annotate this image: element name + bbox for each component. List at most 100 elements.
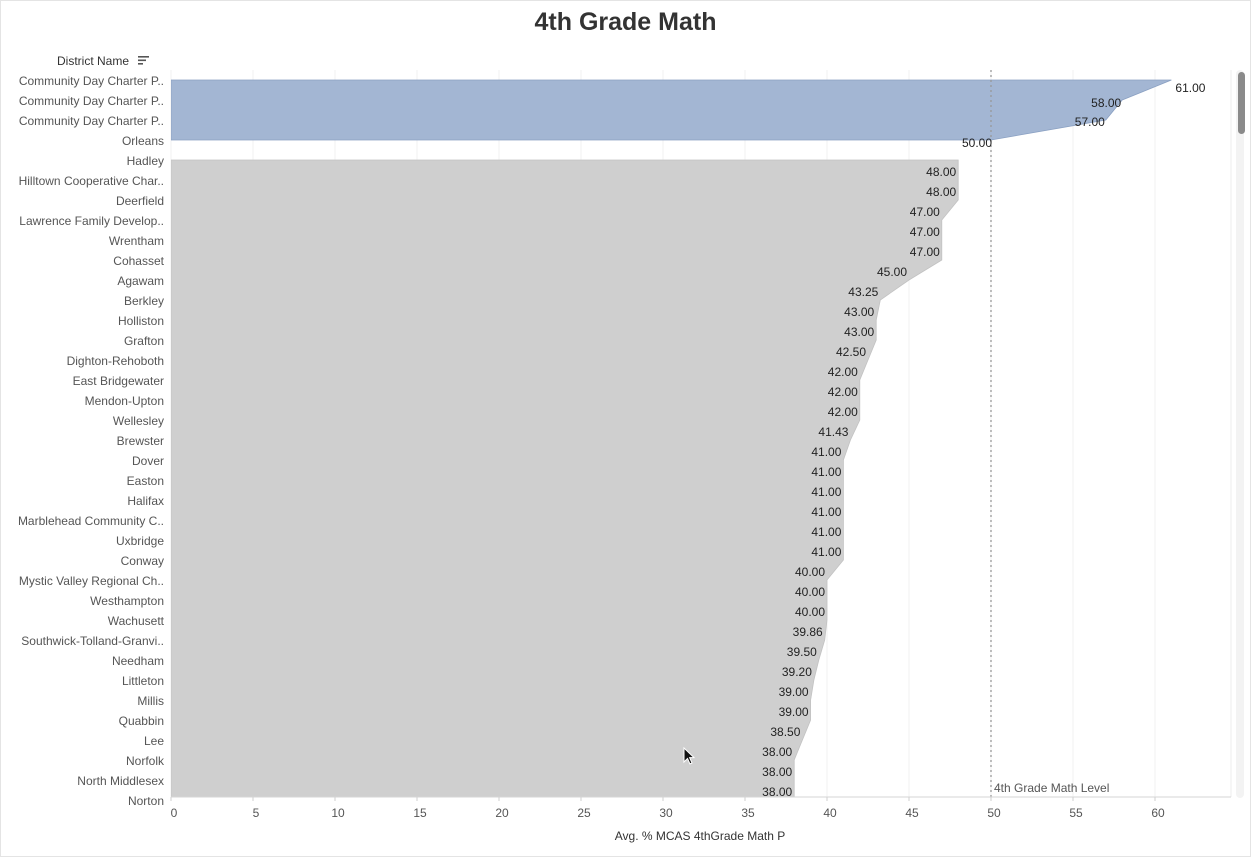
x-tick-label: 55 xyxy=(1069,806,1083,820)
x-tick-label: 40 xyxy=(823,806,837,820)
data-label: 40.00 xyxy=(795,565,825,579)
row-label: Uxbridge xyxy=(116,534,164,548)
data-label: 39.86 xyxy=(793,625,823,639)
row-label: Berkley xyxy=(124,294,164,308)
data-label: 50.00 xyxy=(962,136,992,150)
row-label: Millis xyxy=(137,694,164,708)
data-label: 40.00 xyxy=(795,585,825,599)
vertical-scrollbar[interactable] xyxy=(1236,70,1244,798)
row-label: Littleton xyxy=(122,674,164,688)
row-label: Needham xyxy=(112,654,164,668)
row-label: Agawam xyxy=(117,274,164,288)
chart-title: 4th Grade Math xyxy=(534,8,717,36)
row-label: Dover xyxy=(132,454,164,468)
x-tick-label: 15 xyxy=(413,806,427,820)
data-label: 41.00 xyxy=(811,445,841,459)
row-label: Mystic Valley Regional Ch.. xyxy=(19,574,164,588)
row-label: Wrentham xyxy=(109,234,164,248)
row-label: Holliston xyxy=(118,314,164,328)
row-label: Norfolk xyxy=(126,754,165,768)
data-label: 41.00 xyxy=(811,465,841,479)
data-label: 41.43 xyxy=(818,425,848,439)
sort-descending-icon[interactable] xyxy=(138,56,150,66)
data-label: 39.00 xyxy=(779,705,809,719)
data-label: 39.20 xyxy=(782,665,812,679)
row-label: Community Day Charter P.. xyxy=(19,94,164,108)
data-label: 39.50 xyxy=(787,645,817,659)
x-tick-label: 60 xyxy=(1151,806,1165,820)
row-label: Southwick-Tolland-Granvi.. xyxy=(21,634,164,648)
data-label: 58.00 xyxy=(1091,96,1121,110)
row-label: Wachusett xyxy=(108,614,165,628)
x-tick-label: 20 xyxy=(495,806,509,820)
data-label: 39.00 xyxy=(779,685,809,699)
row-label: East Bridgewater xyxy=(73,374,164,388)
row-label: Lawrence Family Develop.. xyxy=(19,214,164,228)
row-label: Community Day Charter P.. xyxy=(19,74,164,88)
row-label: Deerfield xyxy=(116,194,164,208)
data-label: 48.00 xyxy=(926,165,956,179)
row-labels: Community Day Charter P.. Community Day C… xyxy=(18,74,165,808)
data-label: 47.00 xyxy=(910,225,940,239)
row-label: Community Day Charter P.. xyxy=(19,114,164,128)
x-axis-title: Avg. % MCAS 4thGrade Math P xyxy=(614,829,786,843)
row-label: Halifax xyxy=(127,494,164,508)
data-label: 48.00 xyxy=(926,185,956,199)
data-label: 41.00 xyxy=(811,505,841,519)
row-label: Brewster xyxy=(117,434,164,448)
data-label: 42.00 xyxy=(828,365,858,379)
x-tick-label: 30 xyxy=(659,806,673,820)
data-label: 42.00 xyxy=(828,405,858,419)
data-label: 61.00 xyxy=(1175,81,1205,95)
data-label: 43.25 xyxy=(848,285,878,299)
row-label: Conway xyxy=(121,554,164,568)
x-tick-label: 25 xyxy=(577,806,591,820)
x-tick-label: 50 xyxy=(987,806,1001,820)
mouse-pointer-icon xyxy=(683,747,696,765)
row-label: Cohasset xyxy=(113,254,164,268)
x-tick-label: 35 xyxy=(741,806,755,820)
data-label: 47.00 xyxy=(910,245,940,259)
data-label: 45.00 xyxy=(877,265,907,279)
row-label: Hadley xyxy=(127,154,164,168)
row-label: Hilltown Cooperative Char.. xyxy=(19,174,164,188)
row-label: Grafton xyxy=(124,334,164,348)
row-label: Easton xyxy=(127,474,164,488)
row-label: Norton xyxy=(128,794,164,808)
row-label: Quabbin xyxy=(119,714,164,728)
data-label: 40.00 xyxy=(795,605,825,619)
data-label: 38.00 xyxy=(762,745,792,759)
row-label: Lee xyxy=(144,734,164,748)
data-label: 41.00 xyxy=(811,545,841,559)
highlight-area xyxy=(171,79,1172,141)
data-label: 38.00 xyxy=(762,765,792,779)
row-label: Wellesley xyxy=(113,414,164,428)
x-tick-label: 45 xyxy=(905,806,919,820)
scrollbar-thumb[interactable] xyxy=(1238,72,1245,134)
data-label: 47.00 xyxy=(910,205,940,219)
data-label: 38.50 xyxy=(770,725,800,739)
data-label: 41.00 xyxy=(811,525,841,539)
data-label: 42.50 xyxy=(836,345,866,359)
data-label: 41.00 xyxy=(811,485,841,499)
row-label: Westhampton xyxy=(90,594,164,608)
row-label: Mendon-Upton xyxy=(85,394,164,408)
column-header-district-name[interactable]: District Name xyxy=(57,54,130,68)
row-label: Marblehead Community C.. xyxy=(18,514,164,528)
row-label: North Middlesex xyxy=(77,774,164,788)
base-area xyxy=(171,159,959,797)
data-label: 38.00 xyxy=(762,805,792,819)
data-label: 38.00 xyxy=(762,785,792,799)
x-tick-label: 0 xyxy=(171,806,178,820)
row-label: Dighton-Rehoboth xyxy=(67,354,164,368)
x-tick-label: 5 xyxy=(253,806,260,820)
x-tick-label: 10 xyxy=(331,806,345,820)
reference-line-label: 4th Grade Math Level xyxy=(994,781,1109,795)
data-label: 57.00 xyxy=(1075,115,1105,129)
data-label: 43.00 xyxy=(844,305,874,319)
row-label: Orleans xyxy=(122,134,164,148)
data-label: 42.00 xyxy=(828,385,858,399)
data-label: 43.00 xyxy=(844,325,874,339)
plot-layer: 4th Grade Math Level 61.00 58.00 57.00 50.00… xyxy=(171,70,1206,819)
